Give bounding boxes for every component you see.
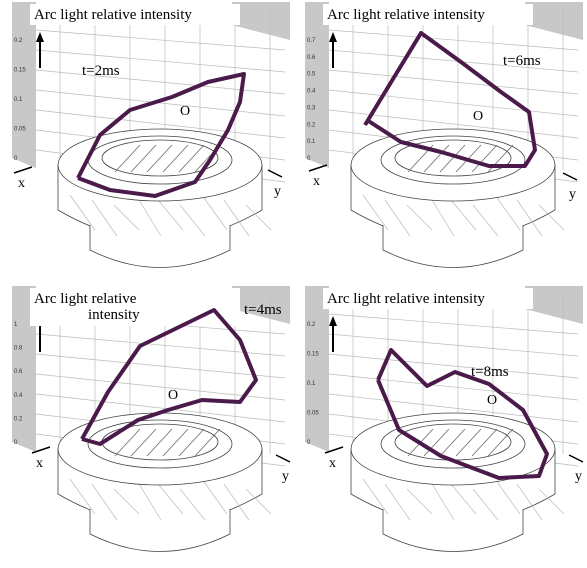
grid-line (36, 30, 285, 50)
panel-title: Arc light relative intensity (327, 291, 485, 307)
tick-label: 0.5 (307, 72, 316, 78)
turbine-base (383, 225, 523, 268)
panel-title: intensity (88, 307, 140, 323)
tick-label: 0.3 (307, 105, 316, 111)
panel: 0.20.150.10.050Arc light relative intens… (12, 2, 290, 268)
grid-line (36, 70, 285, 94)
grid-line (36, 50, 285, 72)
y-arrow (563, 173, 577, 180)
time-label: t=8ms (471, 364, 509, 380)
tick-label: 0.2 (307, 122, 316, 128)
grid-line (329, 70, 578, 94)
tick-label: 0.15 (307, 352, 319, 358)
y-arrow (569, 455, 583, 462)
y-label: y (274, 184, 281, 199)
y-label: y (569, 187, 576, 202)
origin-label: O (473, 109, 483, 124)
back-wall (12, 2, 36, 168)
turbine-base (90, 509, 230, 552)
grid-line (329, 30, 578, 50)
grid-line (329, 50, 578, 72)
grid-line (329, 314, 578, 334)
y-label: y (282, 469, 289, 484)
tick-label: 0.2 (14, 416, 23, 422)
tick-label: 0.1 (307, 139, 316, 145)
back-wall (525, 286, 583, 324)
turbine-base (90, 225, 230, 268)
tick-label: 0.4 (14, 393, 23, 399)
y-arrow (276, 455, 290, 462)
origin-label: O (487, 393, 497, 408)
grid-line (36, 374, 285, 400)
back-wall (232, 2, 290, 40)
grid-line (329, 90, 578, 116)
tick-label: 0.15 (14, 68, 26, 74)
tick-label: 0.8 (14, 346, 23, 352)
time-label: t=4ms (244, 302, 282, 318)
tick-label: 0.4 (307, 89, 316, 95)
tick-label: 0.1 (14, 97, 23, 103)
x-arrow (14, 167, 32, 173)
x-label: x (36, 456, 43, 471)
y-label: y (575, 469, 582, 484)
x-label: x (313, 174, 320, 189)
grid-line (329, 374, 578, 400)
x-arrow (309, 165, 327, 171)
tick-label: 0.1 (307, 381, 316, 387)
panel: 10.80.60.40.20Arc light relativeintensit… (12, 286, 290, 552)
turbine-base (383, 509, 523, 552)
tick-label: 0.7 (307, 38, 316, 44)
axis-arrow-head (36, 32, 44, 42)
back-wall (305, 286, 329, 452)
time-label: t=6ms (503, 53, 541, 69)
back-wall (525, 2, 583, 40)
tick-label: 0.2 (307, 322, 316, 328)
axis-arrow-head (329, 316, 337, 326)
tick-label: 0.2 (14, 38, 23, 44)
figure: 0.20.150.10.050Arc light relative intens… (0, 0, 587, 568)
origin-label: O (168, 388, 178, 403)
panel-title: Arc light relative (34, 291, 137, 307)
y-arrow (268, 170, 282, 177)
tick-label: 0.6 (307, 55, 316, 61)
x-label: x (329, 456, 336, 471)
grid-line (329, 334, 578, 356)
grid-line (36, 90, 285, 116)
axis-arrow-head (329, 32, 337, 42)
panel-title: Arc light relative intensity (327, 7, 485, 23)
origin-label: O (180, 104, 190, 119)
tick-label: 0.05 (307, 411, 319, 417)
panel-title: Arc light relative intensity (34, 7, 192, 23)
tick-label: 0.6 (14, 369, 23, 375)
x-label: x (18, 176, 25, 191)
tick-label: 0.05 (14, 127, 26, 133)
time-label: t=2ms (82, 63, 120, 79)
